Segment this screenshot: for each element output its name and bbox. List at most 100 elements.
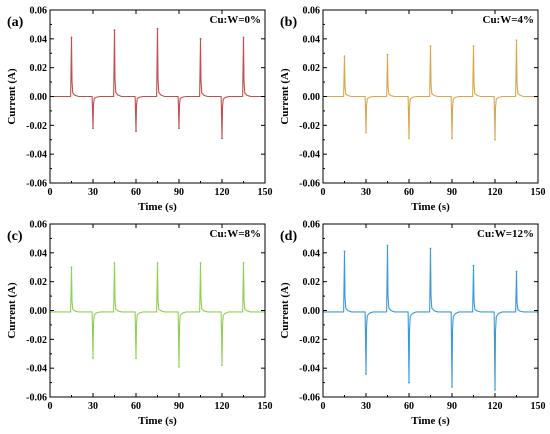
spike-point-3 (386, 53, 389, 56)
spike-point-5 (429, 45, 432, 47)
x-tick-label: 60 (131, 187, 141, 198)
spike-point-7 (472, 264, 475, 267)
spike-point-3 (113, 29, 116, 32)
spike-point-1 (343, 250, 346, 253)
y-tick-label: 0.02 (30, 277, 48, 288)
panel-c: 0 30 60 90 120 150 -0.06 -0.04 -0.02 0.00 0.02 0.04… (6, 220, 273, 428)
spike-point-2 (92, 127, 94, 130)
x-tick-label: 150 (258, 187, 273, 198)
x-tick-label: 30 (361, 187, 371, 198)
y-tick-label: -0.04 (26, 150, 47, 161)
x-axis-label: Time (s) (138, 415, 177, 427)
spike-point-3 (386, 244, 389, 247)
spike-point-4 (408, 381, 410, 384)
x-tick-label: 90 (447, 187, 457, 198)
x-tick-label: 90 (174, 401, 184, 412)
spike-point-6 (451, 386, 453, 388)
panel-label: (c) (7, 229, 23, 244)
plot-frame (49, 223, 266, 398)
x-axis-label: Time (s) (411, 201, 450, 213)
spike-point-7 (199, 262, 202, 264)
spike-point-3 (113, 262, 116, 264)
x-tick-label: 120 (488, 187, 503, 198)
spike-point-5 (156, 27, 159, 30)
y-tick-label: -0.06 (26, 179, 47, 190)
y-tick-label: 0.04 (303, 34, 321, 45)
y-tick-label: -0.02 (299, 335, 320, 346)
x-tick-label: 60 (404, 401, 414, 412)
spike-point-1 (343, 55, 346, 58)
y-tick-label: -0.04 (299, 364, 320, 375)
y-tick-label: 0.00 (303, 92, 321, 103)
spike-point-4 (135, 130, 137, 133)
x-tick-label: 60 (131, 401, 141, 412)
x-tick-label: 60 (404, 187, 414, 198)
y-axis-label: Current (A) (6, 282, 18, 339)
spike-point-9 (515, 39, 518, 42)
spike-point-7 (199, 37, 202, 40)
series-line (50, 262, 265, 368)
x-axis-label: Time (s) (411, 415, 450, 427)
y-axis-label: Current (A) (279, 282, 291, 339)
y-tick-label: 0.06 (30, 220, 48, 231)
y-tick-label: -0.02 (26, 335, 47, 346)
spike-point-8 (494, 138, 496, 141)
x-tick-label: 150 (258, 401, 273, 412)
y-tick-label: -0.04 (299, 150, 320, 161)
spike-point-4 (135, 357, 137, 359)
series-line (50, 28, 265, 139)
x-tick-label: 90 (174, 187, 184, 198)
x-tick-label: 90 (447, 401, 457, 412)
panel-annotation: Cu:W=0% (210, 14, 262, 26)
y-tick-label: 0.06 (303, 6, 321, 17)
spike-point-6 (451, 137, 453, 140)
spike-point-2 (365, 131, 367, 134)
panel-a: 0 30 60 90 120 150 -0.06 -0.04 -0.02 0.00 0.02 0.04… (6, 6, 273, 214)
spike-point-6 (178, 365, 180, 368)
spike-point-9 (242, 262, 245, 264)
x-tick-label: 120 (488, 401, 503, 412)
spike-point-8 (494, 388, 496, 391)
y-tick-label: 0.02 (30, 63, 48, 74)
panel-d: 0 30 60 90 120 150 -0.06 -0.04 -0.02 0.00 0.02 0.04… (279, 220, 546, 428)
x-tick-label: 120 (215, 401, 230, 412)
y-tick-label: -0.06 (299, 179, 320, 190)
x-tick-label: 0 (321, 401, 326, 412)
panel-annotation: Cu:W=8% (210, 228, 262, 240)
y-tick-label: -0.06 (26, 393, 47, 404)
y-tick-label: 0.02 (303, 63, 321, 74)
y-tick-label: 0.04 (30, 248, 48, 259)
y-tick-label: -0.04 (26, 364, 47, 375)
x-tick-label: 30 (361, 401, 371, 412)
y-tick-label: 0.00 (30, 306, 48, 317)
x-tick-label: 0 (321, 187, 326, 198)
x-tick-label: 150 (531, 187, 546, 198)
x-tick-label: 0 (48, 187, 53, 198)
y-tick-label: 0.02 (303, 277, 321, 288)
spike-point-2 (92, 357, 94, 359)
y-tick-label: 0.00 (30, 92, 48, 103)
x-tick-label: 0 (48, 401, 53, 412)
spike-point-5 (429, 247, 432, 250)
spike-point-8 (221, 364, 223, 367)
panel-annotation: Cu:W=12% (477, 228, 534, 240)
spike-point-1 (70, 266, 73, 269)
y-tick-label: -0.02 (299, 121, 320, 132)
x-tick-label: 150 (531, 401, 546, 412)
spike-point-5 (156, 262, 159, 264)
panel-label: (b) (280, 15, 297, 30)
y-tick-label: -0.02 (26, 121, 47, 132)
panel-b: 0 30 60 90 120 150 -0.06 -0.04 -0.02 0.00 0.02 0.04… (279, 6, 546, 214)
y-tick-label: 0.00 (303, 306, 321, 317)
x-axis-label: Time (s) (138, 201, 177, 213)
panel-label: (d) (280, 229, 297, 244)
x-tick-label: 30 (88, 187, 98, 198)
panel-label: (a) (7, 15, 24, 30)
spike-point-8 (221, 137, 223, 140)
y-tick-label: 0.06 (303, 220, 321, 231)
series-line (323, 245, 538, 391)
y-axis-label: Current (A) (279, 68, 291, 125)
x-tick-label: 120 (215, 187, 230, 198)
x-tick-label: 30 (88, 401, 98, 412)
